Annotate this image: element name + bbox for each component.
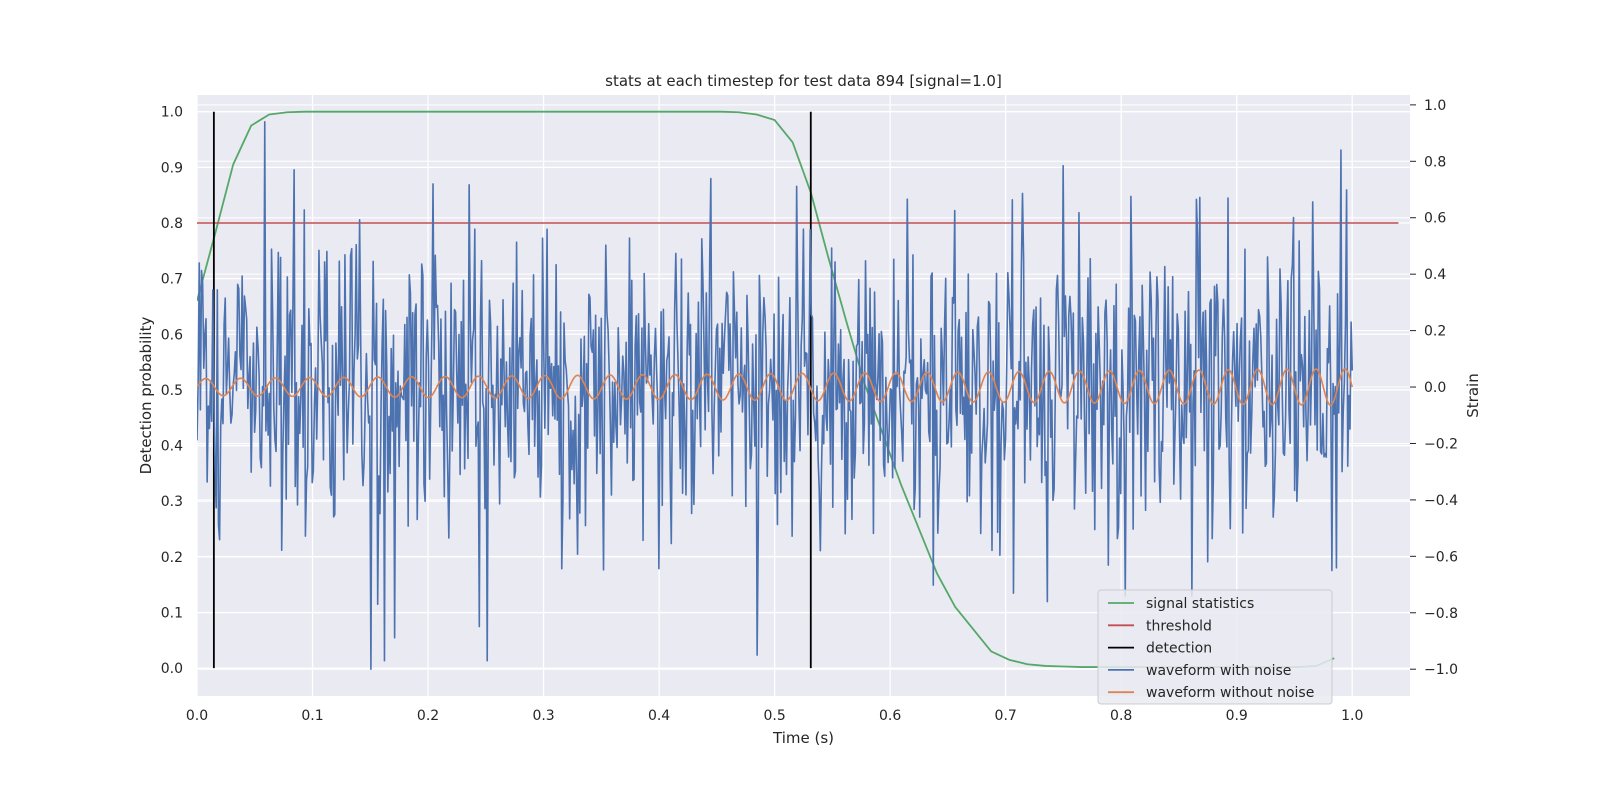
y-tick-label: 0.7 bbox=[161, 272, 183, 288]
y2-tick-label: 1.0 bbox=[1424, 98, 1446, 114]
y-axis-title: Detection probability bbox=[137, 317, 155, 475]
x-axis-title: Time (s) bbox=[772, 729, 834, 747]
x-tick-label: 0.9 bbox=[1226, 708, 1248, 724]
legend-label: signal statistics bbox=[1146, 596, 1254, 612]
legend-label: threshold bbox=[1146, 618, 1212, 634]
legend-box bbox=[1097, 589, 1333, 705]
y2-tick-label: 0.0 bbox=[1424, 380, 1446, 396]
y-tick-label: 0.4 bbox=[161, 439, 183, 455]
y2-tick-label: −0.2 bbox=[1424, 436, 1458, 452]
y-tick-label: 0.1 bbox=[161, 606, 183, 622]
x-tick-label: 0.0 bbox=[186, 708, 208, 724]
legend-label: detection bbox=[1146, 641, 1212, 657]
y-tick-label: 0.5 bbox=[161, 383, 183, 399]
x-tick-label: 0.3 bbox=[532, 708, 554, 724]
legend: signal statistics threshold detection wavef… bbox=[1097, 589, 1333, 705]
waveform-with-noise-line bbox=[197, 121, 1354, 670]
y-tick-label: 0.9 bbox=[161, 160, 183, 176]
legend-label: waveform without noise bbox=[1146, 685, 1314, 701]
y2-tick-label: −1.0 bbox=[1424, 662, 1458, 678]
y2-tick-label: 0.4 bbox=[1424, 267, 1446, 283]
y-tick-label: 0.8 bbox=[161, 216, 183, 232]
y-tick-label: 1.0 bbox=[161, 105, 183, 121]
y2-tick-label: −0.4 bbox=[1424, 493, 1458, 509]
y-tick-label: 0.0 bbox=[161, 661, 183, 677]
y2-tick-label: 0.6 bbox=[1424, 211, 1446, 227]
x-tick-label: 0.5 bbox=[763, 708, 785, 724]
y2-tick-label: 0.8 bbox=[1424, 154, 1446, 170]
y2-tick-label: 0.2 bbox=[1424, 324, 1446, 340]
x-tick-label: 0.7 bbox=[995, 708, 1017, 724]
axes: 0.0 0.1 0.2 0.3 0.4 0.5 0.6 0.7 0.8 0.9 1.0 0.0 0.1 0… bbox=[161, 98, 1458, 724]
waveform-without-noise-line bbox=[197, 368, 1354, 406]
x-tick-label: 0.2 bbox=[417, 708, 439, 724]
y-tick-label: 0.6 bbox=[161, 327, 183, 343]
y2-tick-label: −0.8 bbox=[1424, 606, 1458, 622]
x-tick-label: 0.8 bbox=[1110, 708, 1132, 724]
x-tick-label: 0.1 bbox=[301, 708, 323, 724]
y2-axis-title: Strain bbox=[1464, 373, 1482, 417]
x-tick-label: 0.6 bbox=[879, 708, 901, 724]
chart-title: stats at each timestep for test data 894… bbox=[605, 72, 1002, 90]
x-tick-label: 0.4 bbox=[648, 708, 670, 724]
legend-label: waveform with noise bbox=[1146, 663, 1291, 679]
y2-tick-label: −0.6 bbox=[1424, 549, 1458, 565]
y-tick-label: 0.2 bbox=[161, 550, 183, 566]
y-tick-label: 0.3 bbox=[161, 494, 183, 510]
x-tick-label: 1.0 bbox=[1341, 708, 1363, 724]
